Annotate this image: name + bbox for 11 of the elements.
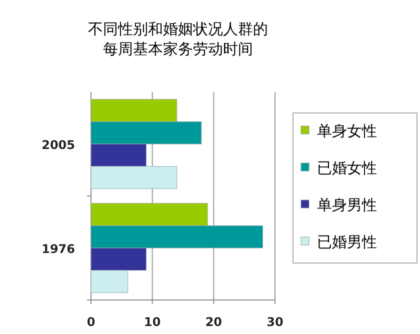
legend-label: 已婚女性	[317, 159, 377, 177]
x-tick-label: 10	[144, 315, 161, 329]
y-tick-label: 1976	[42, 242, 75, 256]
y-tick-label: 2005	[42, 138, 75, 152]
x-tick-label: 30	[266, 315, 284, 329]
legend-label: 已婚男性	[317, 233, 377, 251]
legend-label: 单身女性	[317, 122, 377, 140]
legend-label: 单身男性	[317, 196, 377, 214]
x-tick-label: 20	[205, 315, 222, 329]
chart-title: 不同性别和婚姻状况人群的每周基本家务劳动时间	[88, 20, 268, 58]
x-tick-label: 0	[86, 315, 96, 329]
